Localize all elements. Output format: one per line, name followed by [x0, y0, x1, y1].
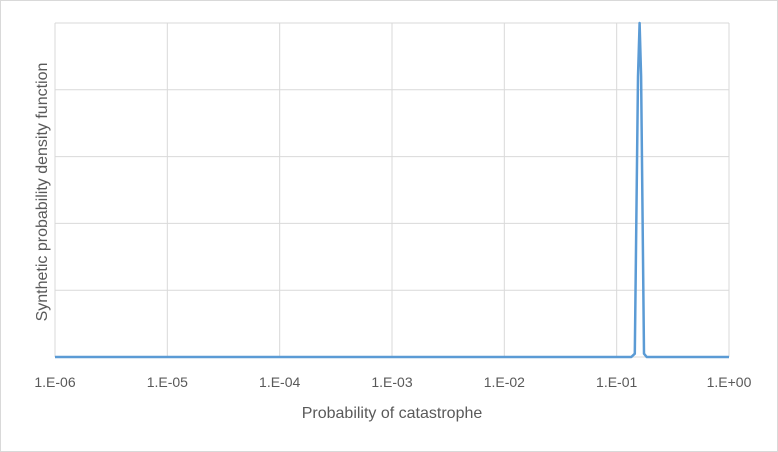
x-tick-label: 1.E-06 — [34, 374, 75, 390]
x-tick-labels: 1.E-06 1.E-05 1.E-04 1.E-03 1.E-02 1.E-01 1.E+… — [34, 374, 751, 390]
series-group — [55, 21, 729, 359]
x-tick-label: 1.E-05 — [147, 374, 188, 390]
y-gridlines — [55, 22, 729, 291]
series-line — [55, 21, 729, 359]
x-axis-title: Probability of catastrophe — [302, 405, 483, 422]
x-tick-label: 1.E-02 — [484, 374, 525, 390]
x-tick-label: 1.E-03 — [371, 374, 412, 390]
x-tick-label: 1.E-01 — [596, 374, 637, 390]
x-tick-label: 1.E-04 — [259, 374, 300, 390]
x-gridlines — [54, 23, 730, 357]
x-tick-label: 1.E+00 — [707, 374, 752, 390]
y-axis-title: Synthetic probability density function — [34, 63, 51, 322]
